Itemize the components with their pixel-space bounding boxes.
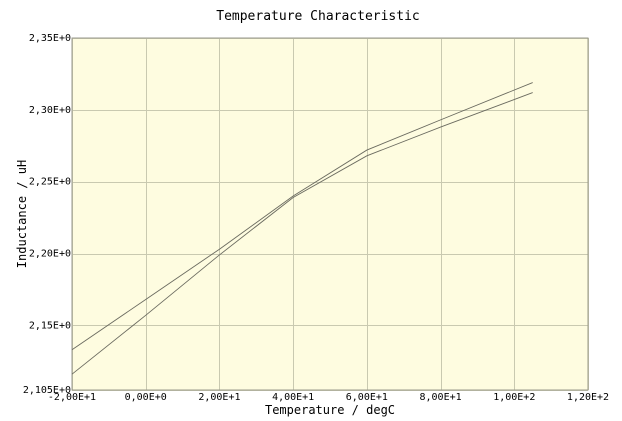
x-tick-label: -2,00E+1 [48, 392, 96, 403]
series-group [71, 82, 533, 375]
x-tick-labels: -2,00E+1 0,00E+0 2,00E+1 4,00E+1 6,00E+1 8,00… [48, 392, 609, 403]
plot-area [72, 38, 588, 390]
chart-title: Temperature Characteristic [216, 9, 420, 24]
x-axis-label: Temperature / degC [265, 403, 395, 417]
x-tick-label: 8,00E+1 [419, 392, 461, 403]
x-tick-label: 6,00E+1 [346, 392, 388, 403]
y-tick-label: 2,35E+0 [29, 33, 71, 44]
y-tick-label: 2,30E+0 [29, 105, 71, 116]
y-tick-label: 2,15E+0 [29, 320, 71, 331]
x-tick-label: 1,00E+2 [493, 392, 535, 403]
series-line-1 [71, 82, 533, 351]
y-tick-label: 2,20E+0 [29, 249, 71, 260]
x-tick-label: 4,00E+1 [272, 392, 314, 403]
plot-frame [71, 37, 589, 391]
y-tick-labels: 2,105E+0 2,15E+0 2,20E+0 2,25E+0 2,30E+0 2,35… [23, 33, 71, 396]
x-tick-label: 2,00E+1 [198, 392, 240, 403]
series-line-2 [71, 92, 533, 375]
y-tick-label: 2,25E+0 [29, 177, 71, 188]
x-tick-label: 0,00E+0 [125, 392, 167, 403]
x-tick-label: 1,20E+2 [567, 392, 609, 403]
y-tick-label: 2,105E+0 [23, 385, 71, 396]
y-axis-label: Inductance / uH [15, 160, 29, 268]
